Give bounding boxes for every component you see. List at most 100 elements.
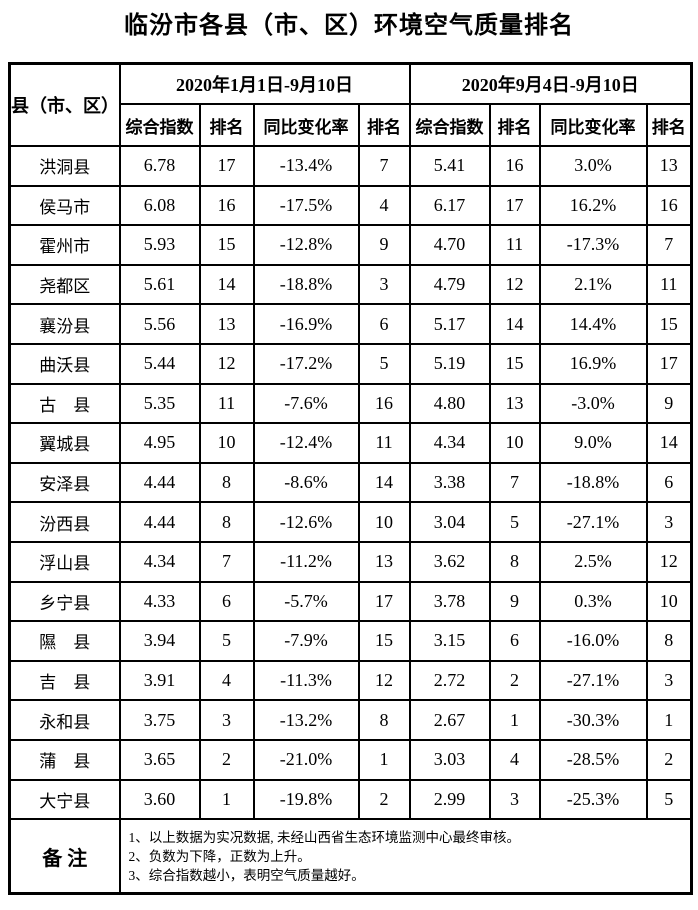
p1-rank-cell: 1: [198, 778, 255, 821]
county-name-cell: 大宁县: [8, 778, 121, 821]
p2-change-rank-cell: 16: [645, 184, 693, 227]
p1-rank-cell: 10: [198, 422, 255, 464]
p2-rank-cell: 10: [488, 422, 541, 464]
table-header: 县（市、区） 2020年1月1日-9月10日 2020年9月4日-9月10日 综…: [8, 62, 693, 147]
p1-index-cell: 5.56: [118, 303, 201, 345]
p2-change-rank-cell: 14: [645, 422, 693, 464]
p1-change-rate-cell: -12.6%: [252, 501, 360, 543]
p1-change-rank-cell: 1: [357, 738, 411, 781]
p1-rank-cell: 13: [198, 303, 255, 345]
p1-change-rate-cell: -12.8%: [252, 224, 360, 266]
p2-index-cell: 3.03: [408, 738, 491, 781]
p2-rank-cell: 1: [488, 699, 541, 741]
table-row: 大宁县 3.60 1 -19.8% 2 2.99 3 -25.3% 5: [8, 778, 693, 821]
county-name-cell: 汾西县: [8, 501, 121, 543]
p2-index-cell: 2.99: [408, 778, 491, 821]
note-line: 3、综合指数越小，表明空气质量越好。: [128, 867, 365, 883]
county-name-cell: 乡宁县: [8, 580, 121, 623]
p1-change-rank-cell: 8: [357, 699, 411, 741]
p2-rank-cell: 2: [488, 659, 541, 702]
notes-label: 备 注: [8, 818, 121, 895]
p1-change-rate-cell: -5.7%: [252, 580, 360, 623]
column-header-p2-rank: 排名: [488, 103, 541, 147]
p2-index-cell: 4.80: [408, 382, 491, 425]
p1-change-rate-cell: -17.5%: [252, 184, 360, 227]
p2-rank-cell: 11: [488, 224, 541, 266]
column-header-p1-index: 综合指数: [118, 103, 201, 147]
p1-index-cell: 4.34: [118, 540, 201, 583]
note-line: 2、负数为下降，正数为上升。: [128, 848, 311, 864]
p2-change-rate-cell: -27.1%: [538, 659, 648, 702]
county-column-header: 县（市、区）: [8, 62, 121, 147]
p1-change-rank-cell: 17: [357, 580, 411, 623]
county-name-cell: 安泽县: [8, 461, 121, 504]
p2-change-rate-cell: 14.4%: [538, 303, 648, 345]
p2-change-rate-cell: -17.3%: [538, 224, 648, 266]
p1-rank-cell: 6: [198, 580, 255, 623]
p1-rank-cell: 14: [198, 263, 255, 306]
table-row: 襄汾县 5.56 13 -16.9% 6 5.17 14 14.4% 15: [8, 303, 693, 345]
county-name-cell: 翼城县: [8, 422, 121, 464]
county-name-cell: 吉 县: [8, 659, 121, 702]
p1-index-cell: 3.75: [118, 699, 201, 741]
table-row: 古 县 5.35 11 -7.6% 16 4.80 13 -3.0% 9: [8, 382, 693, 425]
p2-change-rate-cell: 0.3%: [538, 580, 648, 623]
table-row: 霍州市 5.93 15 -12.8% 9 4.70 11 -17.3% 7: [8, 224, 693, 266]
p2-change-rate-cell: -27.1%: [538, 501, 648, 543]
air-quality-ranking-table: 县（市、区） 2020年1月1日-9月10日 2020年9月4日-9月10日 综…: [8, 62, 693, 896]
table-row: 吉 县 3.91 4 -11.3% 12 2.72 2 -27.1% 3: [8, 659, 693, 702]
county-name-cell: 古 县: [8, 382, 121, 425]
p2-change-rate-cell: -28.5%: [538, 738, 648, 781]
p1-index-cell: 3.91: [118, 659, 201, 702]
p2-change-rank-cell: 3: [645, 501, 693, 543]
p2-index-cell: 5.19: [408, 342, 491, 385]
p2-index-cell: 3.38: [408, 461, 491, 504]
header-row-metrics: 综合指数 排名 同比变化率 排名 综合指数 排名 同比变化率 排名: [10, 103, 693, 147]
p1-rank-cell: 8: [198, 501, 255, 543]
county-name-cell: 永和县: [8, 699, 121, 741]
period2-header: 2020年9月4日-9月10日: [408, 62, 693, 105]
column-header-p1-change-rate: 同比变化率: [252, 103, 360, 147]
table-row: 洪洞县 6.78 17 -13.4% 7 5.41 16 3.0% 13: [8, 145, 693, 187]
p2-change-rank-cell: 11: [645, 263, 693, 306]
p2-change-rate-cell: -30.3%: [538, 699, 648, 741]
table-row: 曲沃县 5.44 12 -17.2% 5 5.19 15 16.9% 17: [8, 342, 693, 385]
column-header-p2-change-rate: 同比变化率: [538, 103, 648, 147]
p1-change-rate-cell: -11.3%: [252, 659, 360, 702]
p2-index-cell: 3.78: [408, 580, 491, 623]
p2-rank-cell: 5: [488, 501, 541, 543]
p1-index-cell: 5.93: [118, 224, 201, 266]
p1-index-cell: 6.78: [118, 145, 201, 187]
column-header-p1-rank: 排名: [198, 103, 255, 147]
column-header-p1-change-rank: 排名: [357, 103, 411, 147]
p2-change-rank-cell: 13: [645, 145, 693, 187]
p2-index-cell: 4.34: [408, 422, 491, 464]
p1-change-rank-cell: 13: [357, 540, 411, 583]
notes-content: 1、以上数据为实况数据, 未经山西省生态环境监测中心最终审核。 2、负数为下降，正…: [118, 818, 693, 895]
table-row: 浮山县 4.34 7 -11.2% 13 3.62 8 2.5% 12: [8, 540, 693, 583]
p2-change-rate-cell: -25.3%: [538, 778, 648, 821]
p2-change-rate-cell: 3.0%: [538, 145, 648, 187]
p2-index-cell: 3.15: [408, 620, 491, 662]
page-title: 临汾市各县（市、区）环境空气质量排名: [124, 13, 574, 39]
county-name-cell: 洪洞县: [8, 145, 121, 187]
county-name-cell: 曲沃县: [8, 342, 121, 385]
p2-rank-cell: 16: [488, 145, 541, 187]
p1-rank-cell: 17: [198, 145, 255, 187]
table-row: 翼城县 4.95 10 -12.4% 11 4.34 10 9.0% 14: [8, 422, 693, 464]
p1-change-rank-cell: 10: [357, 501, 411, 543]
p2-index-cell: 3.62: [408, 540, 491, 583]
p2-change-rank-cell: 8: [645, 620, 693, 662]
p1-rank-cell: 4: [198, 659, 255, 702]
county-name-cell: 浮山县: [8, 540, 121, 583]
p2-rank-cell: 14: [488, 303, 541, 345]
county-name-cell: 霍州市: [8, 224, 121, 266]
period1-header: 2020年1月1日-9月10日: [118, 62, 411, 105]
p1-change-rate-cell: -13.2%: [252, 699, 360, 741]
p1-rank-cell: 7: [198, 540, 255, 583]
p1-index-cell: 4.33: [118, 580, 201, 623]
table-row: 汾西县 4.44 8 -12.6% 10 3.04 5 -27.1% 3: [8, 501, 693, 543]
note-line: 1、以上数据为实况数据, 未经山西省生态环境监测中心最终审核。: [128, 829, 521, 845]
p2-rank-cell: 8: [488, 540, 541, 583]
p1-change-rank-cell: 5: [357, 342, 411, 385]
